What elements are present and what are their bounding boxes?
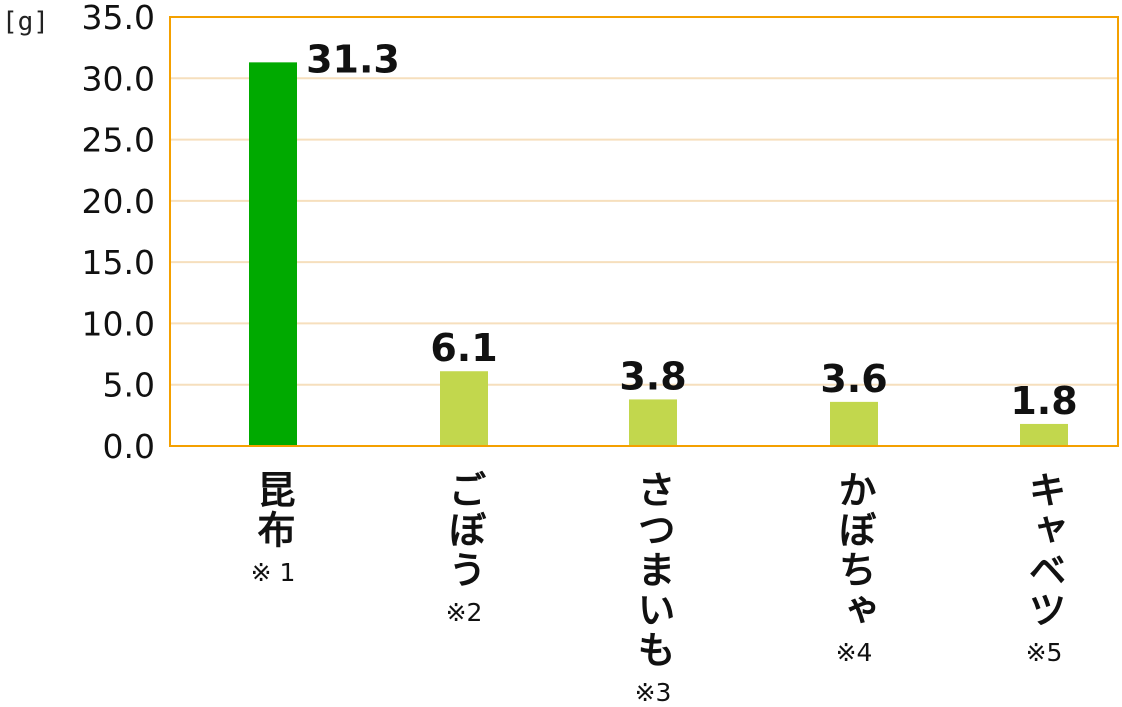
value-label: 3.6 [820,357,887,401]
value-label: 3.8 [619,354,686,398]
footnote-marker: ※ 1 [250,558,296,587]
value-label: 1.8 [1010,379,1077,423]
category-name: さつまいも [631,470,675,670]
bar [440,371,488,446]
value-label: 31.3 [306,37,400,81]
category-label: さつまいも ※3 [623,470,683,707]
category-name: 昆布 [251,470,295,550]
category-label: ごぼう ※2 [434,470,494,627]
footnote-marker: ※5 [1025,638,1063,667]
y-tick-label: 20.0 [82,182,155,221]
value-label: 6.1 [430,326,497,370]
bar [249,62,297,446]
category-name: かぼちゃ [832,470,876,630]
y-tick-label: 35.0 [82,0,155,37]
category-label: キャベツ ※5 [1014,470,1074,667]
category-label: かぼちゃ ※4 [824,470,884,667]
bar [629,399,677,446]
footnote-marker: ※4 [835,638,873,667]
plot-frame [169,16,1119,447]
y-tick-label: 30.0 [82,59,155,98]
footnote-marker: ※3 [634,678,672,707]
category-label: 昆布 ※ 1 [243,470,303,587]
y-tick-label: 0.0 [103,427,155,466]
bar [1020,423,1068,446]
category-name: ごぼう [442,470,486,590]
y-axis-unit-label: [g] [2,7,49,37]
category-name: キャベツ [1022,470,1066,630]
y-tick-label: 10.0 [82,304,155,343]
y-tick-label: 25.0 [82,121,155,160]
y-tick-label: 5.0 [103,366,155,405]
y-tick-label: 15.0 [82,243,155,282]
bar [830,401,878,446]
footnote-marker: ※2 [445,598,483,627]
